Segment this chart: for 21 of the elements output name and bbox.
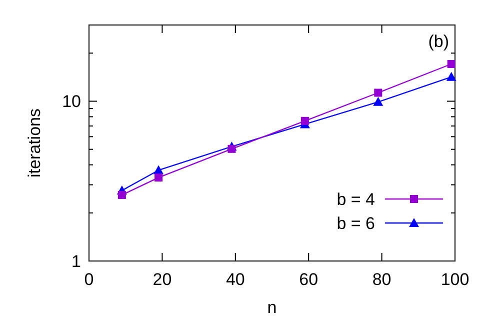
point — [228, 144, 236, 153]
point — [118, 190, 126, 199]
legend-label: b = 6 — [336, 214, 375, 233]
legend-label: b = 4 — [336, 190, 375, 209]
point — [447, 60, 456, 68]
x-tick-label: 0 — [84, 270, 94, 289]
point — [154, 174, 163, 182]
point — [373, 96, 384, 106]
x-tick-label: 40 — [226, 270, 245, 289]
x-tick-label: 80 — [372, 270, 392, 289]
point — [374, 88, 382, 97]
point — [300, 116, 309, 125]
point — [446, 72, 456, 81]
x-tick-label: 20 — [152, 270, 172, 289]
annotation: (b) — [428, 32, 449, 51]
x-axis-title: n — [267, 298, 277, 317]
y-tick-label: 10 — [62, 92, 81, 112]
x-tick-label: 100 — [440, 270, 470, 289]
y-axis-title: iterations — [25, 108, 44, 178]
y-tick-label: 1 — [72, 252, 81, 271]
x-tick-label: 60 — [299, 270, 318, 289]
